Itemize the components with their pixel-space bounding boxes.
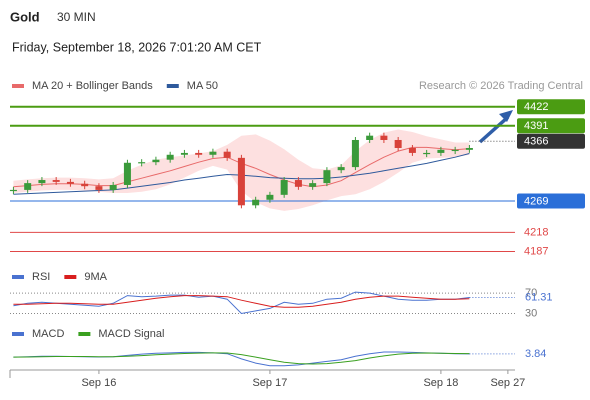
candle — [38, 180, 46, 184]
level-box — [517, 118, 585, 134]
legend-label: MA 50 — [187, 80, 218, 92]
candle — [366, 135, 374, 140]
candle — [280, 180, 288, 195]
level-label: 4422 — [524, 101, 548, 113]
last-value-label: 61.31 — [525, 291, 553, 303]
candle — [123, 162, 131, 185]
legend-label: MACD — [32, 328, 64, 340]
legend-label: MA 20 + Bollinger Bands — [32, 80, 153, 92]
candle — [337, 167, 345, 171]
candle — [209, 151, 217, 155]
legend-label: RSI — [32, 271, 50, 283]
candle — [166, 154, 174, 160]
candle — [237, 157, 245, 206]
source: Research © 2026 Trading Central — [419, 80, 583, 92]
y-tick-label: 70 — [525, 287, 537, 299]
level-label: 4218 — [524, 226, 548, 238]
interval: 30 MIN — [57, 10, 96, 24]
candle — [52, 180, 60, 182]
level-label: 4187 — [524, 245, 548, 257]
candle — [9, 189, 17, 192]
candle — [95, 186, 103, 190]
candle — [152, 159, 160, 163]
candle — [437, 149, 445, 153]
legend-swatch — [12, 332, 24, 336]
candle — [195, 152, 203, 155]
y-tick-label: 30 — [525, 307, 537, 319]
level-box — [517, 99, 585, 115]
legend-swatch — [12, 275, 24, 279]
candle — [66, 181, 74, 184]
candle — [465, 147, 473, 150]
indicator-line — [13, 352, 470, 365]
candle — [451, 149, 459, 152]
candle — [223, 151, 231, 158]
last-value-label: 3.84 — [525, 348, 546, 360]
indicator-line — [13, 295, 470, 308]
candle — [309, 183, 317, 187]
arrow-head — [499, 110, 513, 122]
x-tick-label: Sep 16 — [81, 377, 116, 389]
legend-label: MACD Signal — [98, 328, 164, 340]
level-box — [517, 193, 585, 209]
candle — [109, 184, 117, 190]
legend-swatch — [12, 84, 24, 88]
candle — [81, 183, 89, 187]
x-tick-label: Sep 18 — [423, 377, 458, 389]
candle — [294, 180, 302, 187]
x-tick-label: Sep 17 — [252, 377, 287, 389]
datetime: Friday, September 18, 2026 7:01:20 AM CE… — [12, 40, 262, 54]
candle — [351, 139, 359, 168]
x-tick-label: Sep 27 — [490, 377, 525, 389]
candle — [408, 147, 416, 153]
candle — [323, 170, 331, 184]
legend-swatch — [166, 84, 179, 88]
symbol: Gold — [10, 9, 40, 24]
candle — [252, 199, 260, 206]
candle — [24, 183, 32, 190]
level-label: 4366 — [524, 136, 548, 148]
level-box — [517, 133, 585, 149]
candle — [380, 135, 388, 140]
candle — [266, 194, 274, 200]
forecast-arrow — [478, 115, 510, 144]
legend-swatch — [78, 332, 91, 336]
candle — [180, 152, 188, 155]
legend-label: 9MA — [84, 271, 107, 283]
indicator-line — [13, 291, 470, 315]
candle — [394, 139, 402, 148]
candle — [423, 152, 431, 155]
level-label: 4391 — [524, 120, 548, 132]
level-label: 4269 — [524, 195, 548, 207]
candle — [138, 162, 146, 164]
legend-swatch — [64, 275, 77, 279]
